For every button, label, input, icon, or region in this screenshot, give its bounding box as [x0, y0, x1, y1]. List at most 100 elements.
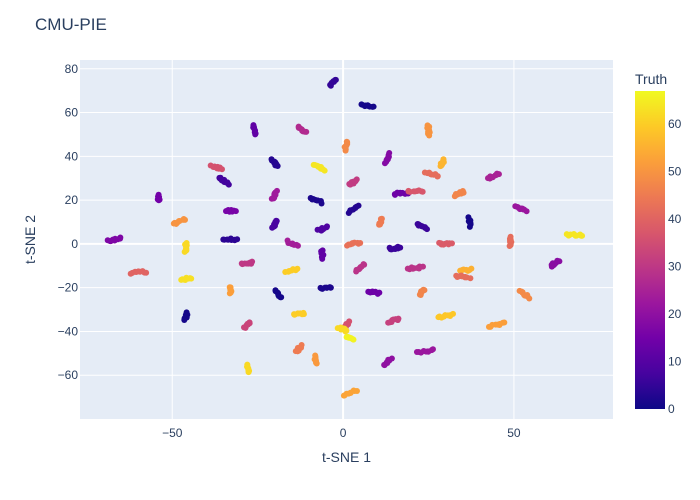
- y-axis-title: t-SNE 2: [22, 215, 38, 264]
- cluster: [457, 265, 475, 274]
- cluster: [376, 215, 385, 228]
- cluster: [563, 231, 586, 239]
- cluster: [344, 239, 364, 249]
- cluster: [437, 156, 447, 170]
- cluster: [317, 284, 334, 292]
- cluster: [341, 138, 351, 154]
- cluster: [346, 176, 360, 188]
- cluster: [436, 239, 455, 248]
- data-point: [292, 348, 299, 355]
- cluster: [250, 122, 259, 138]
- colorbar: Truth 0 10 20 30 40 50 60: [635, 71, 682, 416]
- y-tick-label: 0: [71, 237, 78, 251]
- x-tick-label: 50: [507, 426, 521, 440]
- cluster: [386, 243, 404, 253]
- cluster: [284, 237, 301, 249]
- cluster: [416, 286, 428, 299]
- cluster: [381, 355, 395, 369]
- data-point: [548, 263, 555, 270]
- cluster: [241, 319, 253, 331]
- cluster: [181, 309, 191, 324]
- data-point: [313, 359, 320, 366]
- data-point: [269, 224, 276, 231]
- cluster: [421, 169, 441, 180]
- cluster: [413, 346, 436, 356]
- data-point: [294, 242, 301, 249]
- y-tick-label: 80: [65, 62, 79, 76]
- cluster: [345, 202, 362, 217]
- colorbar-title: Truth: [635, 71, 667, 87]
- data-point: [346, 181, 353, 188]
- data-point: [170, 220, 177, 227]
- data-point: [579, 232, 586, 239]
- data-point: [274, 162, 281, 169]
- data-point: [416, 291, 423, 298]
- x-tick-label: −50: [162, 426, 183, 440]
- data-point: [127, 270, 134, 277]
- colorbar-tick-label: 30: [668, 260, 682, 274]
- data-point: [317, 284, 324, 291]
- data-point: [277, 294, 284, 301]
- colorbar-ticks: 0 10 20 30 40 50 60: [668, 117, 682, 416]
- cluster: [391, 189, 412, 198]
- y-tick-label: −60: [58, 368, 79, 382]
- data-point: [466, 223, 473, 230]
- cluster: [282, 265, 301, 276]
- data-point: [291, 311, 298, 318]
- data-point: [321, 167, 328, 174]
- cluster: [295, 123, 310, 135]
- colorbar-tick-label: 50: [668, 165, 682, 179]
- data-point: [467, 275, 474, 282]
- x-axis-title: t-SNE 1: [322, 449, 371, 465]
- cluster: [244, 361, 253, 376]
- cluster: [311, 352, 320, 367]
- cluster: [334, 324, 350, 335]
- cluster: [512, 203, 530, 215]
- data-point: [318, 200, 325, 207]
- y-tick-label: −40: [58, 324, 79, 338]
- cluster: [310, 161, 328, 174]
- data-point: [327, 82, 334, 89]
- cluster: [548, 257, 563, 270]
- cluster: [216, 174, 232, 188]
- x-tick-label: 0: [340, 426, 347, 440]
- plot-area: [80, 60, 613, 419]
- data-point: [218, 166, 225, 173]
- cluster: [314, 223, 330, 234]
- cluster: [207, 162, 225, 173]
- cluster: [154, 191, 163, 204]
- cluster: [178, 274, 195, 283]
- data-point: [376, 289, 383, 296]
- data-point: [353, 268, 360, 275]
- data-point: [343, 327, 350, 334]
- cluster: [424, 122, 433, 139]
- cluster: [272, 287, 285, 301]
- cluster: [381, 150, 393, 167]
- y-tick-label: 60: [65, 106, 79, 120]
- data-point: [223, 208, 230, 215]
- cluster: [223, 206, 239, 215]
- cluster: [268, 156, 281, 169]
- data-point: [319, 255, 326, 262]
- data-point: [227, 289, 234, 296]
- data-point: [238, 260, 245, 267]
- cluster: [307, 194, 325, 207]
- data-point: [225, 181, 232, 188]
- data-point: [448, 240, 455, 247]
- cluster: [365, 288, 383, 297]
- data-point: [435, 314, 442, 321]
- data-point: [342, 147, 349, 154]
- colorbar-tick-label: 60: [668, 117, 682, 131]
- data-point: [426, 132, 433, 139]
- colorbar-tick-label: 20: [668, 307, 682, 321]
- cluster: [404, 263, 426, 273]
- cluster: [127, 268, 150, 277]
- data-point: [381, 160, 388, 167]
- data-point: [485, 323, 492, 330]
- colorbar-tick-label: 40: [668, 212, 682, 226]
- cluster: [435, 310, 457, 321]
- data-point: [252, 130, 259, 137]
- cluster: [414, 220, 430, 233]
- cluster: [268, 187, 280, 202]
